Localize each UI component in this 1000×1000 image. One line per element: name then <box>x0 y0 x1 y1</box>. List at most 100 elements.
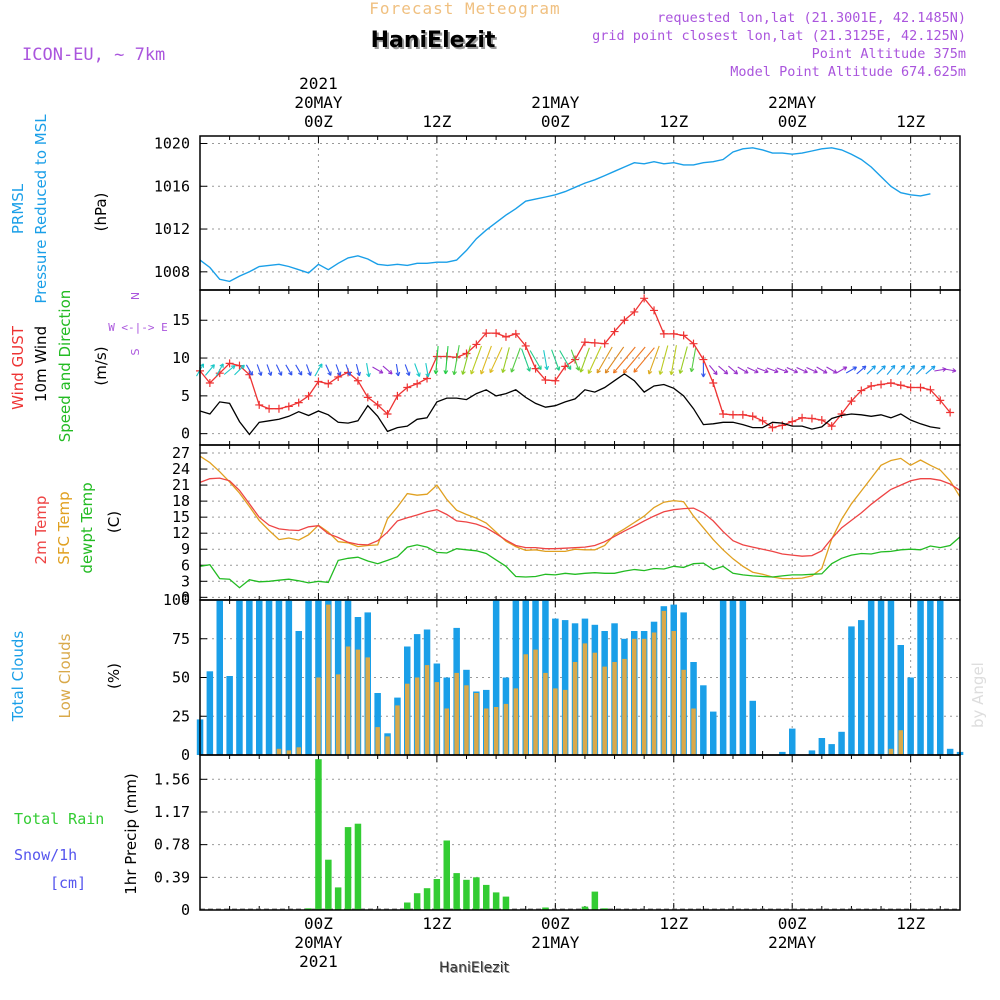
low-clouds-bar <box>365 657 370 755</box>
low-clouds-bar <box>316 677 321 755</box>
wind-direction-arrow <box>806 367 818 374</box>
wind-direction-arrow <box>896 364 906 375</box>
y-tick-label: 9 <box>181 540 190 558</box>
location-title-main: HaniElezit <box>371 28 496 53</box>
wind-direction-arrow <box>275 364 283 376</box>
wind-direction-label: Speed and Direction <box>56 290 74 443</box>
low-clouds-bar <box>572 662 578 755</box>
rain-bar <box>473 877 480 910</box>
y-tick-label: 1.56 <box>154 770 190 788</box>
gust-marker <box>936 396 945 405</box>
gridpoint-coordinates: grid point closest lon,lat (21.3125E, 42… <box>592 28 966 44</box>
wind-direction-arrow <box>256 364 263 377</box>
low-clouds-bar <box>424 665 430 755</box>
rain-bar <box>325 859 332 910</box>
total-clouds-bar <box>838 731 845 756</box>
wind-direction-arrow <box>223 364 236 375</box>
wind-direction-arrow <box>559 350 572 370</box>
gust-marker <box>255 400 264 409</box>
total-clouds-bar <box>719 600 727 755</box>
gust-marker <box>788 417 797 426</box>
precipitation-panel: 0 0.39 0.78 1.17 1.56 <box>154 754 961 919</box>
gust-marker <box>699 355 708 364</box>
top-axis-label: 2021 <box>299 74 338 93</box>
gust-marker <box>817 416 826 425</box>
compass-south: S <box>129 348 142 355</box>
total-clouds-bar <box>206 671 214 755</box>
y-tick-label: 1012 <box>154 220 190 238</box>
y-tick-label: 15 <box>172 508 190 526</box>
gust-marker <box>916 383 925 392</box>
low-clouds-bar <box>444 708 449 755</box>
gust-marker <box>807 414 816 423</box>
gust-marker <box>472 340 481 349</box>
wind-direction-arrow <box>204 364 215 376</box>
total-clouds-bar <box>256 600 263 755</box>
wind-direction-arrow <box>747 367 759 374</box>
wind-direction-arrow <box>622 346 646 374</box>
y-tick-label: 0 <box>181 746 190 764</box>
wind-unit: (m/s) <box>92 346 110 385</box>
y-tick-label: 100 <box>163 591 190 609</box>
total-clouds-bar <box>275 600 283 755</box>
wind-direction-arrow <box>266 364 273 377</box>
gust-marker <box>679 331 688 340</box>
bottom-axis-label: 21MAY <box>531 933 580 952</box>
wind-direction-arrow <box>433 346 439 375</box>
low-clouds-bar <box>681 669 686 756</box>
top-axis-label: 00Z <box>304 112 333 131</box>
low-clouds-bar <box>464 685 469 756</box>
gust-marker <box>748 412 757 421</box>
wind-direction-arrow <box>382 365 393 375</box>
gust-marker <box>284 402 293 411</box>
wind-direction-arrow <box>718 365 729 375</box>
y-tick-label: 0 <box>181 425 190 443</box>
y-tick-label: 3 <box>181 572 190 590</box>
gust-label: Wind GUST <box>9 325 27 410</box>
gust-marker <box>531 364 540 373</box>
gust-marker <box>640 294 649 303</box>
wind-direction-arrow <box>452 345 460 376</box>
y-tick-label: 1008 <box>154 263 190 281</box>
gust-marker <box>877 380 886 389</box>
low-clouds-bar <box>414 677 420 755</box>
total-clouds-bar <box>749 700 756 756</box>
pressure-label-long: Pressure Reduced to MSL <box>32 114 50 304</box>
compass-axis: W <-|-> E <box>108 321 168 334</box>
gust-marker <box>304 391 313 400</box>
rain-bar <box>305 908 312 910</box>
total-clouds-bar <box>236 600 243 755</box>
clouds-panel: 0 25 50 75 100 <box>163 591 964 764</box>
wind-direction-arrow <box>372 366 384 374</box>
gust-marker <box>294 398 303 407</box>
y-tick-label: 0 <box>181 588 190 606</box>
gust-marker <box>798 413 807 422</box>
low-clouds-bar <box>592 652 598 755</box>
total-clouds-label: Total Clouds <box>9 631 27 723</box>
low-clouds-bar <box>612 662 617 755</box>
wind-direction-arrow <box>776 367 789 374</box>
wind-direction-arrow <box>756 367 769 374</box>
gust-marker <box>926 385 935 394</box>
requested-coordinates: requested lon,lat (21.3001E, 42.1485N) <box>657 10 966 26</box>
rain-bar <box>433 879 441 910</box>
wind-direction-arrow <box>366 363 371 378</box>
y-tick-label: 75 <box>172 630 190 648</box>
y-tick-label: 1020 <box>154 134 190 152</box>
total-clouds-bar <box>858 620 865 755</box>
wind-direction-arrow <box>689 348 697 373</box>
wind-direction-arrow <box>836 366 848 374</box>
gust-marker <box>314 377 323 386</box>
rain-bar <box>502 896 510 910</box>
total-clouds-bar <box>710 711 717 755</box>
rain-bar <box>404 902 411 910</box>
gust-marker <box>738 410 747 419</box>
top-axis-label: 00Z <box>541 112 570 131</box>
gust-marker <box>827 422 836 431</box>
gust-marker <box>561 362 570 371</box>
wind-direction-arrow <box>443 346 449 375</box>
low-clouds-bar <box>385 736 390 755</box>
low-clouds-bar <box>395 705 400 755</box>
rain-bar <box>542 907 549 910</box>
